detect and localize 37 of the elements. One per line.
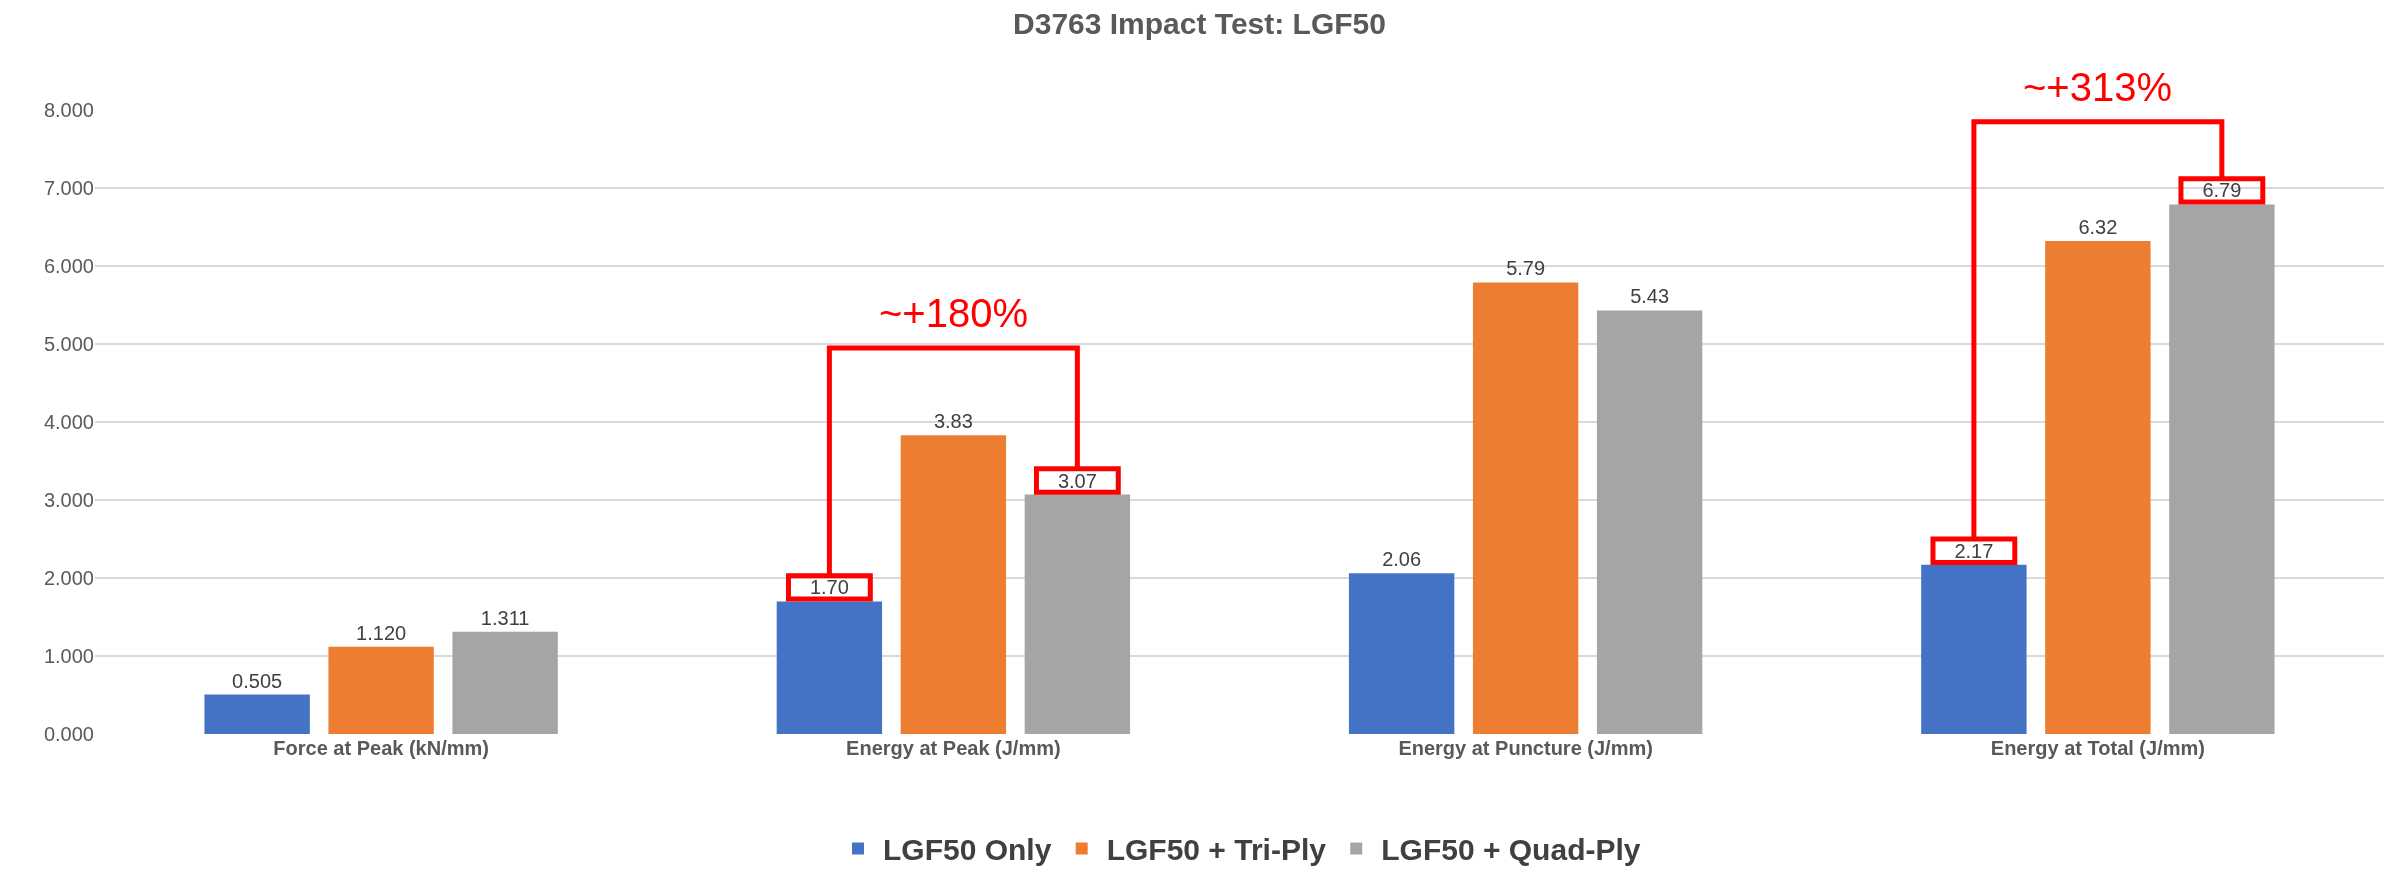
y-tick-label: 5.000 (43, 333, 94, 355)
bar (452, 631, 558, 734)
legend-label: LGF50 + Tri-Ply (1106, 833, 1327, 867)
bar (328, 646, 434, 734)
x-tick-label: Energy at Total (J/mm) (1990, 737, 2205, 759)
y-tick-label: 1.000 (43, 645, 94, 667)
y-tick-label: 4.000 (43, 411, 94, 433)
data-label: 1.70 (809, 576, 849, 599)
data-label: 6.32 (2078, 216, 2118, 239)
text: ~+313% (2023, 65, 2173, 109)
data-label: 2.17 (1954, 539, 1994, 562)
data-label: 2.06 (1382, 548, 1422, 571)
data-label: 1.120 (356, 621, 407, 644)
data-label: 5.79 (1506, 257, 1546, 280)
data-label: 1.311 (480, 606, 530, 629)
data-label: 0.505 (232, 669, 283, 692)
y-tick-label: 3.000 (43, 489, 94, 511)
chart-title: D3763 Impact Test: LGF50 (1013, 7, 1386, 41)
bar (1472, 282, 1579, 734)
y-tick-label: 2.000 (43, 567, 94, 589)
data-label: 5.43 (1630, 285, 1670, 308)
x-tick-label: Energy at Puncture (J/mm) (1398, 737, 1653, 759)
annotation: ~+180% (879, 291, 1029, 335)
bar (1596, 310, 1703, 734)
y-tick-label: 8.000 (43, 99, 94, 121)
data-label: 3.83 (933, 410, 973, 433)
y-tick-label: 7.000 (43, 177, 94, 199)
legend-label: LGF50 + Quad-Ply (1381, 833, 1641, 867)
data-label: 3.07 (1057, 469, 1097, 492)
y-tick-label: 0.000 (43, 723, 94, 745)
x-tick-label: Energy at Peak (J/mm) (846, 737, 1061, 759)
bar (204, 694, 310, 734)
legend-label: LGF50 Only (883, 833, 1052, 867)
y-tick-label: 6.000 (43, 255, 94, 277)
x-tick-label: Force at Peak (kN/mm) (273, 737, 489, 759)
bar (1348, 573, 1455, 734)
data-label: 6.79 (2202, 179, 2242, 202)
